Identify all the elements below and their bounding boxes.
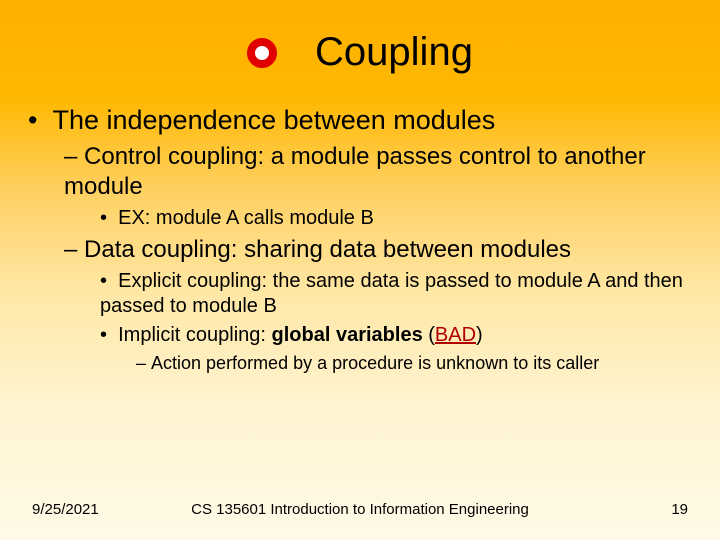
bullet-data: – Data coupling: sharing data between mo…: [28, 235, 692, 265]
footer-date: 9/25/2021: [32, 501, 99, 518]
bullet-control-text: Control coupling: a module passes contro…: [64, 143, 646, 200]
content-area: • The independence between modules – Con…: [0, 75, 720, 375]
footer-course: CS 135601 Introduction to Information En…: [191, 501, 529, 518]
bullet-implicit: • Implicit coupling: global variables (B…: [28, 323, 692, 348]
bullet-explicit-text: Explicit coupling: the same data is pass…: [100, 270, 683, 317]
implicit-prefix: Implicit coupling:: [118, 324, 271, 346]
bullet-action: – Action performed by a procedure is unk…: [28, 352, 692, 375]
implicit-open: (: [423, 324, 435, 346]
implicit-close: ): [476, 324, 483, 346]
title-row: Coupling: [0, 0, 720, 75]
bullet-control-ex-text: EX: module A calls module B: [118, 207, 374, 229]
bullet-action-text: Action performed by a procedure is unkno…: [151, 353, 599, 373]
bullet-data-text: Data coupling: sharing data between modu…: [84, 236, 571, 263]
slide-title: Coupling: [315, 30, 473, 75]
footer: 9/25/2021 CS 135601 Introduction to Info…: [0, 501, 720, 518]
footer-page: 19: [671, 501, 688, 518]
implicit-bold: global variables: [272, 324, 423, 346]
bullet-control-ex: • EX: module A calls module B: [28, 206, 692, 231]
bullet-main-text: The independence between modules: [52, 105, 495, 135]
bullet-explicit: • Explicit coupling: the same data is pa…: [28, 269, 692, 319]
ring-icon: [247, 38, 277, 68]
bullet-control: – Control coupling: a module passes cont…: [28, 142, 692, 202]
bullet-main: • The independence between modules: [28, 105, 692, 136]
implicit-bad: BAD: [435, 324, 476, 346]
